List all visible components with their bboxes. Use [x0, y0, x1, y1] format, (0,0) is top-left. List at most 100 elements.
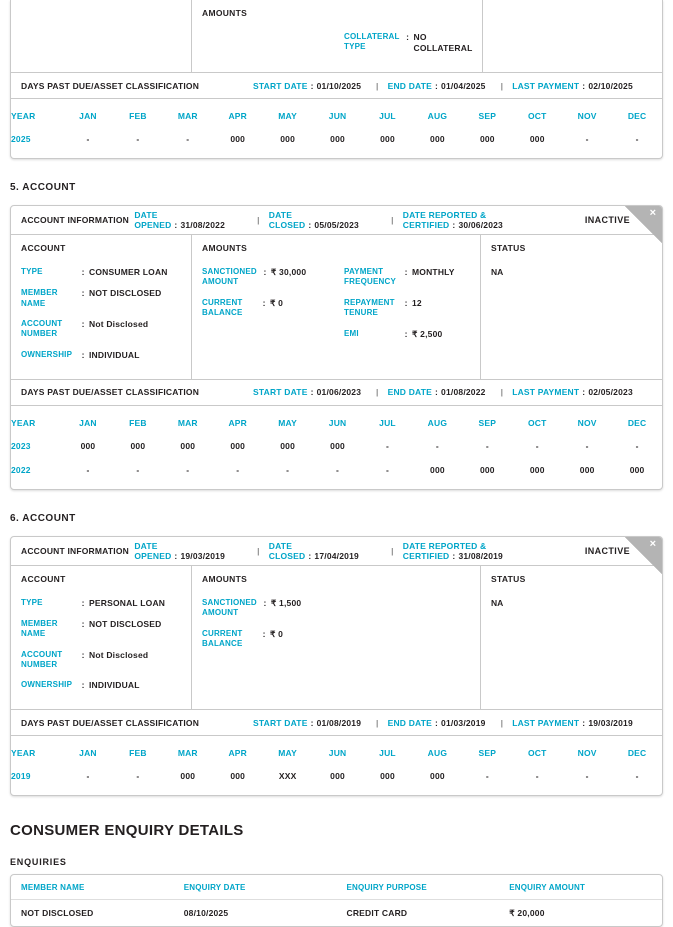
- enquiries-subtitle: ENQUIRIES: [10, 857, 67, 868]
- section-title-account-6: 6. ACCOUNT: [10, 512, 76, 524]
- field-label: SANCTIONED AMOUNT: [202, 267, 257, 287]
- colon: :: [81, 267, 85, 278]
- dpd-value: -: [385, 464, 389, 475]
- account-column: ACCOUNT TYPE: PERSONAL LOAN MEMBER NAME: NO…: [11, 566, 191, 710]
- account-card-partial: AMOUNTS COLLATERAL TYPE : NO COLLATERAL …: [10, 0, 663, 160]
- field-current-balance: CURRENT BALANCE: ₹ 0: [202, 298, 344, 319]
- dpd-value: 000: [629, 464, 645, 475]
- account-header: ACCOUNT: [21, 573, 66, 584]
- close-icon[interactable]: ×: [649, 537, 656, 550]
- date-opened: DATE OPENED:19/03/2019: [134, 540, 225, 561]
- col-header-enquiry-purpose: ENQUIRY PURPOSE: [346, 882, 427, 892]
- account-information-label: ACCOUNT INFORMATION: [21, 545, 129, 556]
- month-col-header: MAR: [177, 417, 198, 428]
- consumer-enquiry-title: CONSUMER ENQUIRY DETAILS: [10, 822, 244, 840]
- date-reported: DATE REPORTED & CERTIFIED:31/08/2019: [402, 540, 503, 561]
- col-header-enquiry-amount: ENQUIRY AMOUNT: [509, 882, 586, 892]
- dpd-row: 2022 - - - - - - - 000 000 000 000 000: [11, 458, 662, 482]
- dpd-value: -: [86, 134, 90, 145]
- month-col-header: FEB: [129, 111, 147, 122]
- dpd-value: 000: [180, 771, 196, 782]
- close-icon[interactable]: ×: [649, 207, 656, 220]
- status-badge: INACTIVE: [584, 215, 631, 226]
- field-sanctioned-amount: SANCTIONED AMOUNT: ₹ 30,000: [202, 267, 344, 288]
- dpd-row: 2023 000 000 000 000 000 000 - - - - - -: [11, 434, 662, 458]
- field-value: MONTHLY: [412, 267, 455, 278]
- status-header: STATUS: [491, 573, 526, 584]
- dpd-value: -: [86, 464, 90, 475]
- month-col-header: NOV: [577, 748, 597, 759]
- dpd-value: 000: [579, 464, 595, 475]
- month-col-header: JUL: [379, 111, 396, 122]
- month-col-header: MAY: [278, 748, 297, 759]
- month-col-header: SEP: [478, 748, 497, 759]
- dpd-value: 000: [430, 134, 445, 145]
- account-information-label: ACCOUNT INFORMATION: [21, 215, 129, 226]
- colon: :: [81, 597, 85, 608]
- field-ownership: OWNERSHIP: INDIVIDUAL: [21, 350, 181, 361]
- dpd-value: 000: [330, 771, 345, 782]
- field-label: ACCOUNT NUMBER: [21, 649, 63, 669]
- dpd-value: -: [136, 464, 140, 475]
- field-value: NOT DISCLOSED: [89, 288, 162, 299]
- amounts-header: AMOUNTS: [202, 8, 248, 18]
- dpd-month-table: YEAR JAN FEB MAR APR MAY JUN JUL AUG SEP OCT NOV DEC…: [11, 406, 662, 489]
- month-col-header: SEP: [478, 111, 497, 122]
- amounts-right: [344, 598, 470, 660]
- amounts-right: PAYMENT FREQUENCY: MONTHLY REPAYMENT TENUR…: [344, 267, 470, 350]
- month-col-header: FEB: [129, 417, 147, 428]
- colon: :: [81, 318, 85, 329]
- dpd-month-table: YEAR JAN FEB MAR APR MAY JUN JUL AUG SEP OCT NOV DEC…: [11, 736, 662, 795]
- dpd-header-row: YEAR JAN FEB MAR APR MAY JUN JUL AUG SEP OCT NOV DEC: [11, 99, 662, 127]
- field-value: ₹ 0: [270, 628, 284, 639]
- dpd-end-date: END DATE:01/04/2025: [387, 80, 486, 91]
- dpd-value: -: [535, 771, 539, 782]
- field-value: Not Disclosed: [89, 318, 149, 329]
- colon: :: [81, 349, 85, 360]
- amounts-left: SANCTIONED AMOUNT: ₹ 1,500 CURRENT BALANCE…: [202, 598, 344, 660]
- field-label: TYPE: [21, 597, 43, 607]
- dpd-value: -: [336, 464, 340, 475]
- dpd-value: -: [635, 440, 639, 451]
- dpd-value: 000: [430, 771, 445, 782]
- dpd-value: 000: [330, 134, 345, 145]
- separator: |: [500, 387, 504, 398]
- colon: :: [262, 297, 266, 308]
- dpd-last-payment: LAST PAYMENT:02/10/2025: [512, 80, 633, 91]
- dpd-value: 000: [180, 440, 196, 451]
- account-info-header: ACCOUNT INFORMATION DATE OPENED:19/03/20…: [11, 537, 662, 566]
- corner-fold: ×: [625, 206, 662, 244]
- month-col-header: OCT: [527, 111, 547, 122]
- field-value: ₹ 2,500: [412, 328, 443, 339]
- field-value: ₹ 30,000: [270, 267, 307, 278]
- field-value: ₹ 0: [270, 297, 284, 308]
- separator: |: [500, 717, 504, 728]
- amounts-header: AMOUNTS: [202, 243, 248, 254]
- amounts-column: AMOUNTS COLLATERAL TYPE : NO COLLATERAL: [191, 0, 484, 73]
- month-col-header: AUG: [427, 748, 448, 759]
- dpd-value: 000: [230, 440, 246, 451]
- field-current-balance: CURRENT BALANCE: ₹ 0: [202, 629, 344, 650]
- status-column: STATUS NA: [481, 235, 662, 379]
- status-badge: INACTIVE: [584, 545, 631, 556]
- dpd-title: DAYS PAST DUE/ASSET CLASSIFICATION: [21, 80, 200, 91]
- field-label: COLLATERAL TYPE: [344, 32, 400, 52]
- col-header-enquiry-date: ENQUIRY DATE: [183, 882, 246, 892]
- dpd-value: 000: [380, 134, 395, 145]
- field-value: NO COLLATERAL: [413, 32, 473, 54]
- colon: :: [81, 618, 85, 629]
- dpd-value: XXX: [278, 771, 297, 782]
- col-header-member-name: MEMBER NAME: [21, 882, 85, 892]
- account-body: AMOUNTS COLLATERAL TYPE : NO COLLATERAL: [11, 0, 662, 73]
- month-col-header: FEB: [129, 748, 147, 759]
- dpd-value: 000: [479, 134, 495, 145]
- month-col-header: DEC: [627, 748, 647, 759]
- field-value: INDIVIDUAL: [89, 349, 140, 360]
- status-column: [483, 0, 662, 72]
- field-label: PAYMENT FREQUENCY: [344, 267, 397, 287]
- dpd-band: DAYS PAST DUE/ASSET CLASSIFICATION START…: [11, 709, 662, 737]
- dpd-header-row: YEAR JAN FEB MAR APR MAY JUN JUL AUG SEP OCT NOV DEC: [11, 406, 662, 434]
- dpd-value: 000: [430, 464, 445, 475]
- dpd-value: -: [136, 134, 140, 145]
